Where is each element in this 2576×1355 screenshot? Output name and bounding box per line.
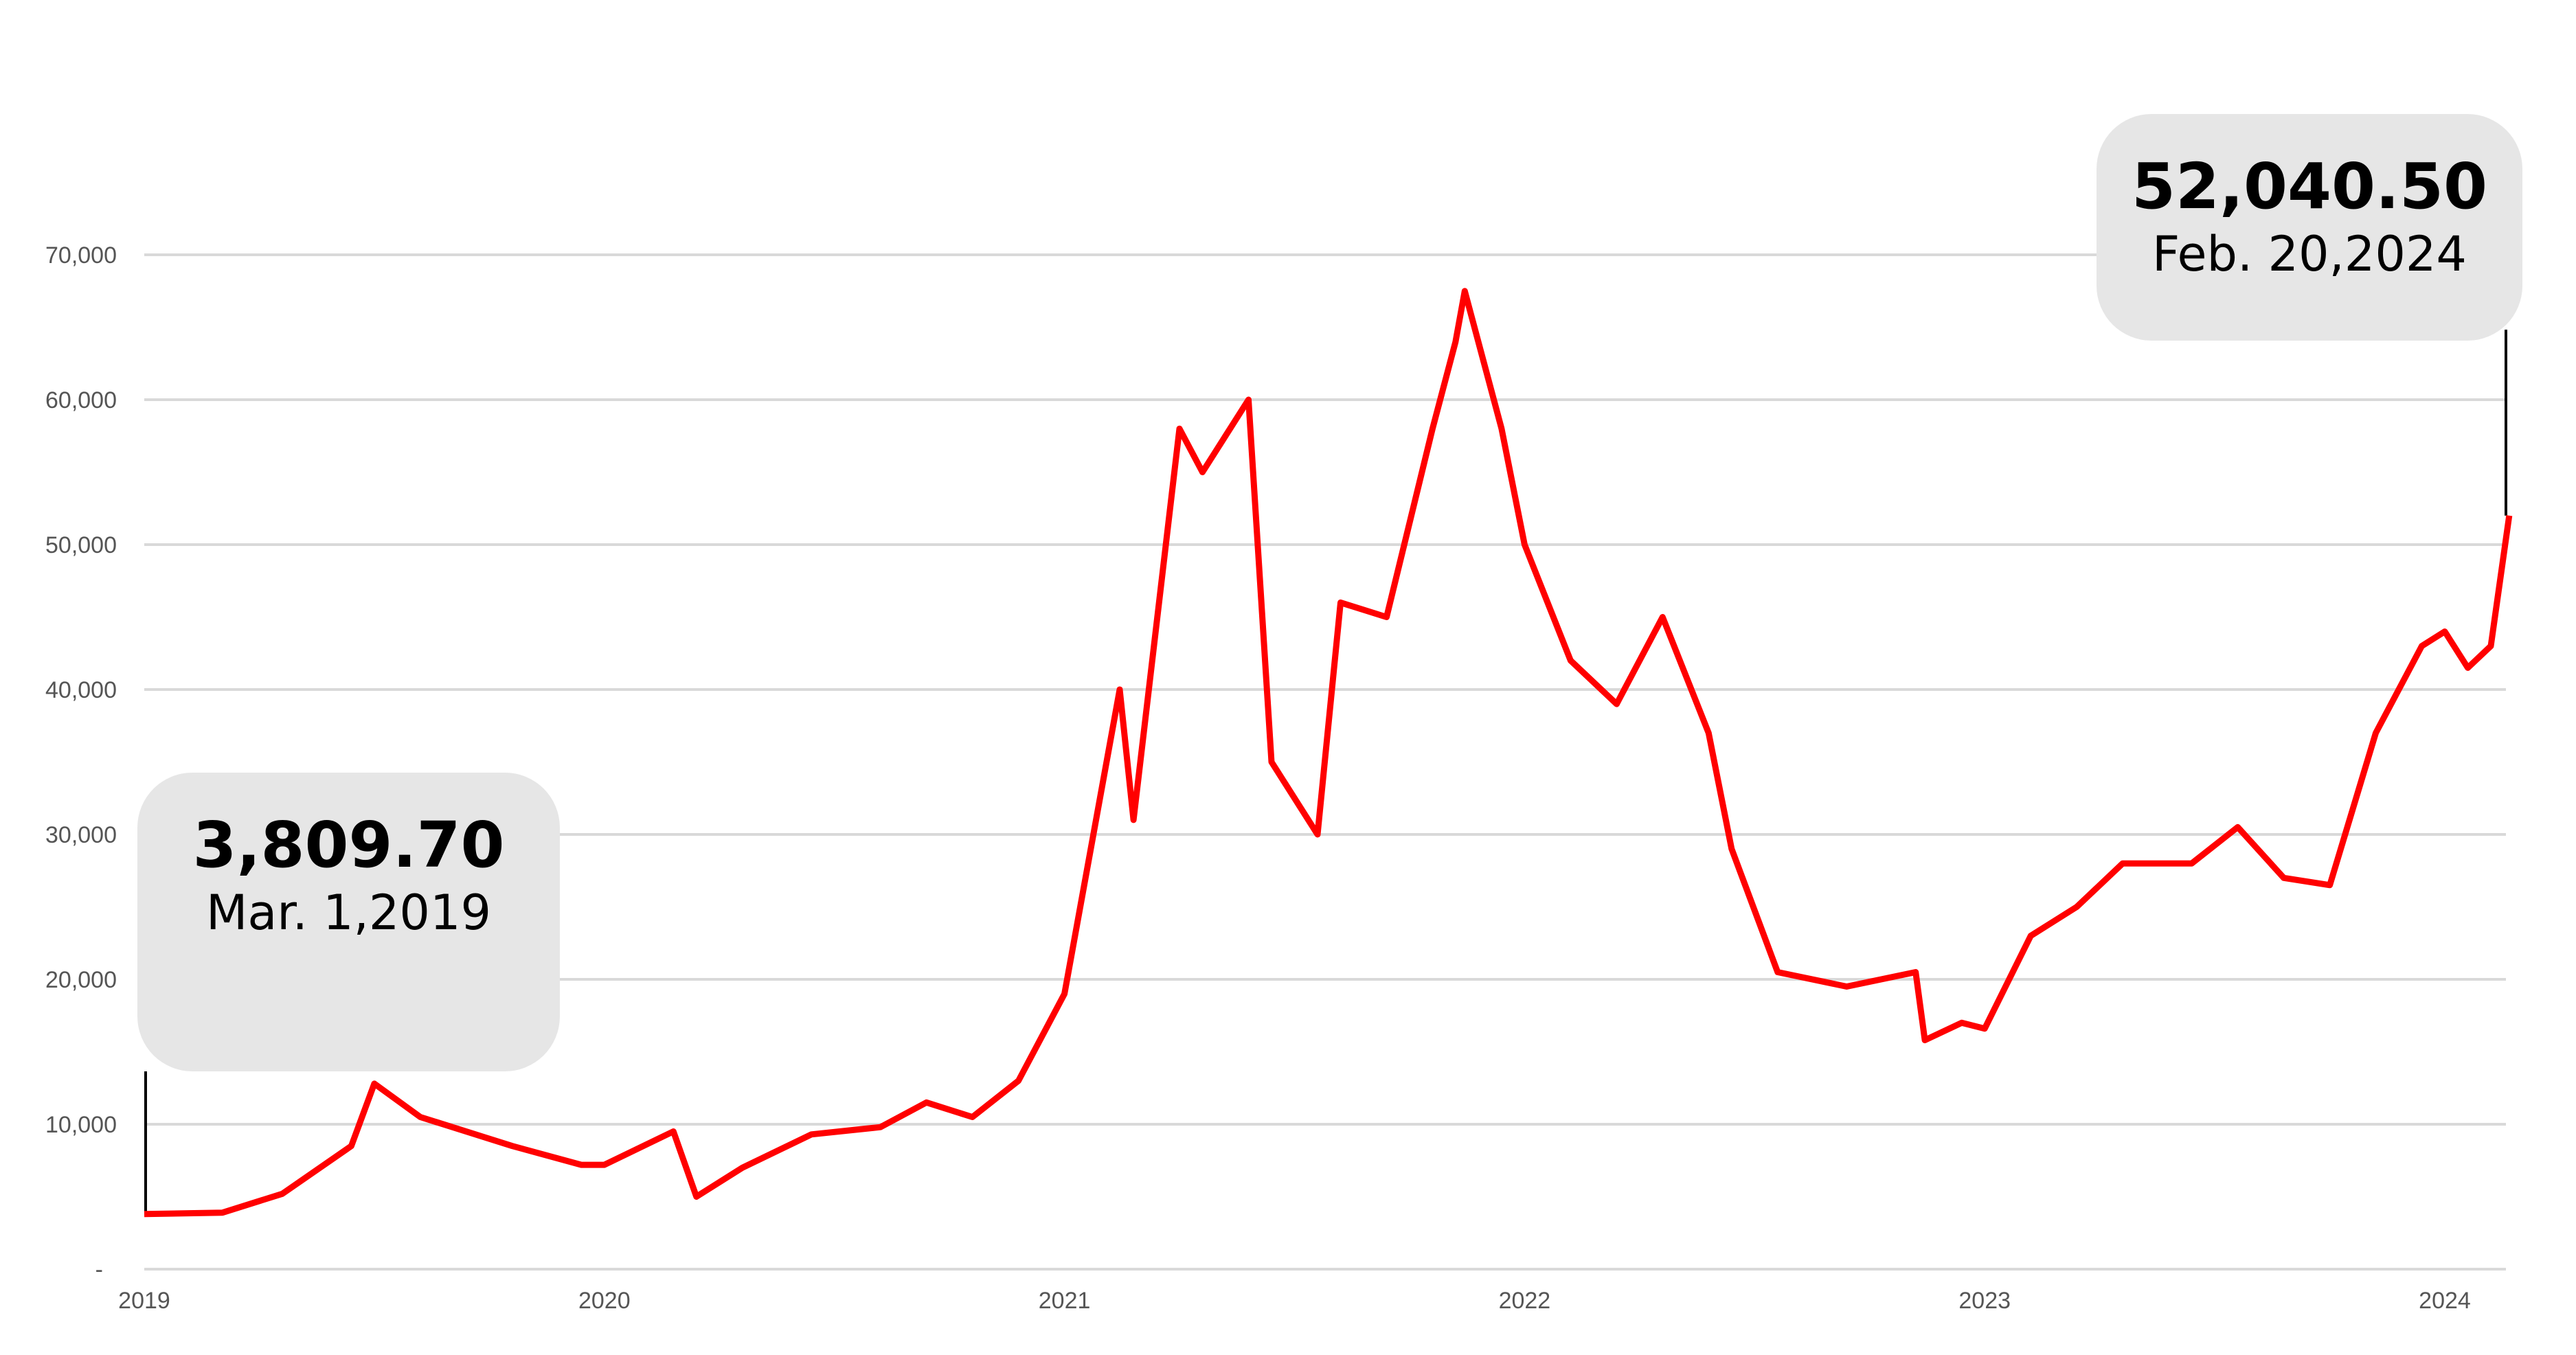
end-callout: 52,040.50 Feb. 20,2024	[2097, 114, 2522, 341]
start-callout: 3,809.70 Mar. 1,2019	[137, 773, 560, 1071]
x-tick-label: 2019	[118, 1288, 170, 1314]
y-tick-label: -	[95, 1257, 103, 1283]
x-tick-label: 2024	[2419, 1288, 2471, 1314]
y-tick-label: 60,000	[45, 387, 117, 413]
x-tick-label: 2021	[1039, 1288, 1091, 1314]
x-tick-label: 2022	[1499, 1288, 1551, 1314]
start-date: Mar. 1,2019	[205, 885, 492, 941]
price-line	[144, 288, 2513, 1218]
x-tick-label: 2023	[1958, 1288, 2011, 1314]
end-value: 52,040.50	[2132, 150, 2487, 223]
end-date: Feb. 20,2024	[2152, 226, 2467, 282]
y-tick-label: 30,000	[45, 822, 117, 848]
x-tick-label: 2020	[578, 1288, 631, 1314]
y-tick-label: 10,000	[45, 1112, 117, 1138]
start-value: 3,809.70	[192, 808, 505, 882]
y-tick-label: 50,000	[45, 532, 117, 558]
y-tick-label: 20,000	[45, 967, 117, 993]
y-tick-label: 40,000	[45, 677, 117, 703]
y-tick-label: 70,000	[45, 242, 117, 269]
